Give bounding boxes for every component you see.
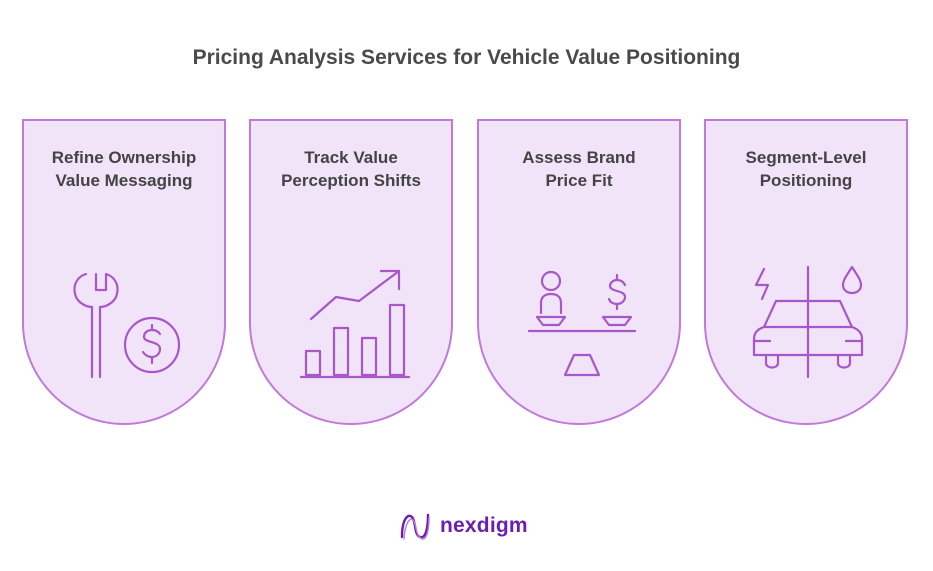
card-title-line2: Value Messaging — [55, 171, 193, 190]
card-title-line2: Positioning — [759, 171, 853, 190]
card-title-line1: Assess Brand — [522, 148, 636, 167]
card-title-line1: Segment-Level — [745, 148, 867, 167]
brand-name: nexdigm — [440, 514, 528, 537]
card-title-line2: Price Fit — [545, 171, 613, 190]
growth-chart-icon — [299, 269, 411, 379]
card-title: Segment-Level Positioning — [706, 146, 906, 192]
card-title-line1: Track Value — [304, 148, 398, 167]
card-assess-brand: Assess Brand Price Fit — [477, 119, 681, 425]
card-title: Refine Ownership Value Messaging — [24, 146, 224, 192]
split-car-icon — [752, 265, 864, 379]
card-title: Track Value Perception Shifts — [251, 146, 451, 192]
card-title: Assess Brand Price Fit — [479, 146, 679, 192]
nexdigm-logo-icon — [400, 513, 430, 540]
wrench-dollar-icon — [73, 272, 181, 379]
balance-scale-icon — [527, 270, 637, 377]
brand-logo: nexdigm — [398, 508, 528, 544]
card-refine-ownership: Refine Ownership Value Messaging — [22, 119, 226, 425]
card-title-line1: Refine Ownership — [51, 148, 197, 167]
card-track-value: Track Value Perception Shifts — [249, 119, 453, 425]
page-title: Pricing Analysis Services for Vehicle Va… — [192, 46, 741, 69]
card-title-line2: Perception Shifts — [281, 171, 421, 190]
card-segment-level: Segment-Level Positioning — [704, 119, 908, 425]
